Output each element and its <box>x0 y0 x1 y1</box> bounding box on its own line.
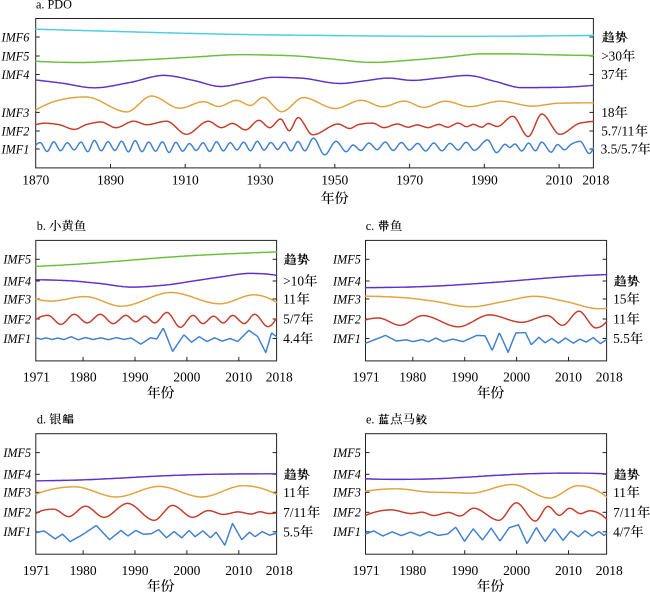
svg-text:IMF1: IMF1 <box>2 332 31 346</box>
svg-text:1980: 1980 <box>399 370 426 385</box>
svg-text:IMF2: IMF2 <box>2 506 31 520</box>
svg-text:2010: 2010 <box>555 563 582 578</box>
svg-text:1971: 1971 <box>353 370 380 385</box>
svg-text:2010: 2010 <box>546 173 573 188</box>
svg-text:1970: 1970 <box>396 173 423 188</box>
svg-text:2018: 2018 <box>596 370 623 385</box>
svg-text:b.: b. <box>37 219 46 233</box>
svg-text:15: 15 <box>613 292 627 307</box>
svg-text:IMF5: IMF5 <box>332 446 361 460</box>
svg-text:IMF4: IMF4 <box>332 274 361 288</box>
svg-text:1930: 1930 <box>247 173 274 188</box>
svg-text:1990: 1990 <box>122 563 149 578</box>
svg-text:IMF2: IMF2 <box>1 124 30 138</box>
svg-text:1890: 1890 <box>97 173 124 188</box>
svg-text:IMF1: IMF1 <box>1 142 30 156</box>
svg-text:1990: 1990 <box>451 563 478 578</box>
svg-text:IMF2: IMF2 <box>2 312 31 326</box>
svg-text:18: 18 <box>601 105 615 120</box>
svg-text:2018: 2018 <box>266 370 293 385</box>
svg-text:1910: 1910 <box>172 173 199 188</box>
svg-text:1971: 1971 <box>353 563 380 578</box>
svg-text:IMF1: IMF1 <box>332 332 361 346</box>
svg-text:11: 11 <box>283 292 296 307</box>
svg-text:5.5: 5.5 <box>283 524 300 539</box>
svg-text:IMF5: IMF5 <box>1 49 30 63</box>
svg-text:11: 11 <box>283 485 296 500</box>
svg-text:IMF5: IMF5 <box>2 253 31 267</box>
svg-text:a. PDO: a. PDO <box>36 0 72 12</box>
svg-text:c.: c. <box>366 219 374 233</box>
svg-text:IMF4: IMF4 <box>2 274 31 288</box>
svg-text:2010: 2010 <box>555 370 582 385</box>
svg-text:IMF3: IMF3 <box>1 106 30 120</box>
svg-text:IMF6: IMF6 <box>1 30 31 44</box>
svg-text:2000: 2000 <box>503 370 530 385</box>
svg-text:2018: 2018 <box>596 563 623 578</box>
svg-text:>30: >30 <box>601 49 622 64</box>
svg-text:IMF3: IMF3 <box>2 486 31 500</box>
svg-text:1990: 1990 <box>122 370 149 385</box>
svg-text:2000: 2000 <box>173 370 200 385</box>
svg-text:37: 37 <box>601 67 615 82</box>
svg-text:1971: 1971 <box>23 370 50 385</box>
svg-text:1990: 1990 <box>451 370 478 385</box>
svg-text:1990: 1990 <box>471 173 498 188</box>
svg-text:1980: 1980 <box>70 370 97 385</box>
svg-text:2010: 2010 <box>225 563 252 578</box>
svg-text:e.: e. <box>366 413 374 427</box>
svg-text:2010: 2010 <box>225 370 252 385</box>
svg-text:IMF3: IMF3 <box>2 292 31 306</box>
svg-text:2000: 2000 <box>503 563 530 578</box>
svg-text:1980: 1980 <box>399 563 426 578</box>
svg-text:IMF1: IMF1 <box>2 525 31 539</box>
svg-text:5/7: 5/7 <box>283 312 300 327</box>
svg-text:IMF4: IMF4 <box>332 468 361 482</box>
svg-text:7/11: 7/11 <box>613 505 636 520</box>
svg-text:1971: 1971 <box>23 563 50 578</box>
svg-text:IMF5: IMF5 <box>2 446 31 460</box>
svg-text:IMF5: IMF5 <box>332 253 361 267</box>
svg-text:1980: 1980 <box>70 563 97 578</box>
svg-text:1870: 1870 <box>22 173 49 188</box>
svg-text:>10: >10 <box>283 274 304 289</box>
svg-text:IMF1: IMF1 <box>332 525 361 539</box>
svg-text:7/11: 7/11 <box>283 505 306 520</box>
svg-text:IMF4: IMF4 <box>1 68 30 82</box>
svg-text:11: 11 <box>613 485 626 500</box>
svg-text:IMF4: IMF4 <box>2 468 31 482</box>
svg-text:2000: 2000 <box>173 563 200 578</box>
svg-text:IMF2: IMF2 <box>332 312 361 326</box>
svg-text:IMF2: IMF2 <box>332 506 361 520</box>
svg-text:IMF3: IMF3 <box>332 292 361 306</box>
svg-text:5.7/11: 5.7/11 <box>601 124 634 139</box>
svg-text:d.: d. <box>37 413 46 427</box>
svg-text:4/7: 4/7 <box>613 524 630 539</box>
svg-text:5.5: 5.5 <box>613 331 630 346</box>
svg-text:3.5/5.7: 3.5/5.7 <box>601 142 638 157</box>
svg-text:IMF3: IMF3 <box>332 486 361 500</box>
svg-text:1950: 1950 <box>321 173 348 188</box>
svg-text:2018: 2018 <box>582 173 609 188</box>
svg-text:2018: 2018 <box>266 563 293 578</box>
svg-text:11: 11 <box>613 312 626 327</box>
svg-text:4.4: 4.4 <box>283 331 300 346</box>
